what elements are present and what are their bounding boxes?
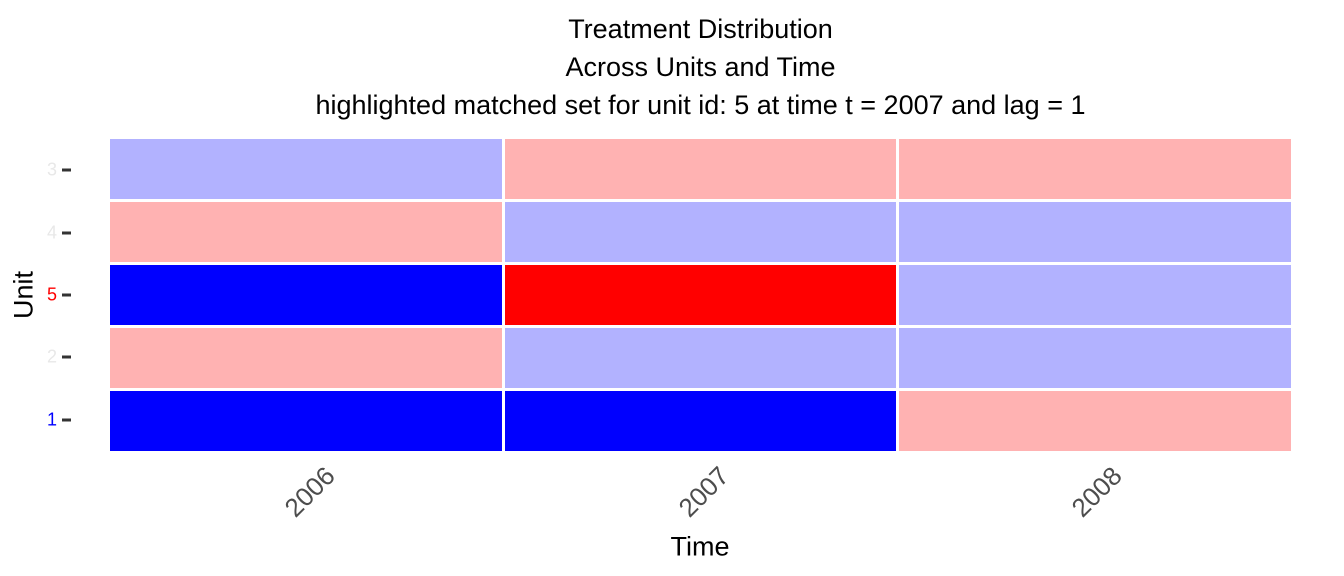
heatmap-cell-unit5-2008	[899, 265, 1291, 325]
y-tick-mark-5	[62, 293, 71, 297]
plot-title-line-2: Across Units and Time	[565, 52, 836, 82]
heatmap-cell-unit3-2007	[504, 139, 897, 199]
plot-title: Treatment Distribution Across Units and …	[110, 10, 1291, 124]
y-tick-label-3: 3	[46, 159, 57, 180]
y-tick-label-4: 4	[46, 222, 57, 243]
x-tick-label-2006: 2006	[278, 460, 341, 523]
heatmap-cell-unit5-2006	[110, 265, 502, 325]
heatmap-cell-unit2-2008	[899, 328, 1291, 388]
y-tick-label-2: 2	[46, 346, 57, 367]
y-tick-mark-2	[62, 355, 71, 359]
heatmap-cell-unit4-2008	[899, 202, 1291, 262]
heatmap-grid	[110, 139, 1291, 451]
heatmap-cell-unit3-2008	[899, 139, 1291, 199]
y-tick-mark-1	[62, 418, 71, 422]
heatmap-cell-unit1-2008	[899, 391, 1291, 451]
heatmap-cell-unit2-2006	[110, 328, 502, 388]
y-tick-mark-4	[62, 231, 71, 235]
plot-title-line-1: Treatment Distribution	[568, 14, 833, 44]
heatmap-cell-unit1-2006	[110, 391, 502, 451]
x-tick-label-2007: 2007	[672, 460, 735, 523]
heatmap-cell-unit3-2006	[110, 139, 502, 199]
heatmap-cell-unit5-2007	[504, 265, 897, 325]
heatmap-cell-unit4-2007	[504, 202, 897, 262]
x-tick-label-2008: 2008	[1065, 460, 1128, 523]
y-tick-label-1: 1	[46, 409, 57, 430]
heatmap-cell-unit4-2006	[110, 202, 502, 262]
x-axis-title: Time	[670, 531, 730, 562]
y-tick-label-5: 5	[46, 284, 57, 305]
plot-title-line-3: highlighted matched set for unit id: 5 a…	[315, 90, 1086, 120]
y-tick-mark-3	[62, 168, 71, 172]
heatmap-cell-unit1-2007	[504, 391, 897, 451]
heatmap-cell-unit2-2007	[504, 328, 897, 388]
